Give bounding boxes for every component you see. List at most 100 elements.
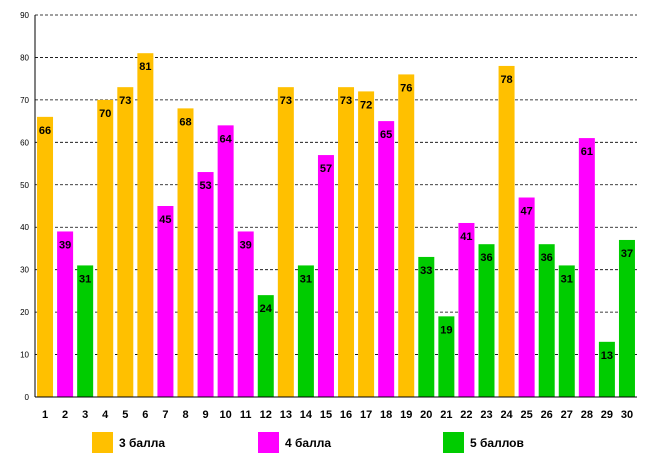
y-tick-label: 40 bbox=[20, 223, 29, 232]
data-label: 36 bbox=[480, 252, 492, 264]
bar bbox=[37, 116, 54, 397]
x-tick-label: 14 bbox=[300, 409, 313, 421]
bar bbox=[558, 265, 575, 397]
data-label: 64 bbox=[220, 133, 233, 145]
x-tick-label: 8 bbox=[182, 409, 188, 421]
legend-swatch bbox=[258, 432, 279, 453]
data-label: 76 bbox=[400, 82, 412, 94]
y-tick-label: 70 bbox=[20, 96, 29, 105]
bar bbox=[578, 138, 595, 398]
data-label: 41 bbox=[460, 231, 472, 243]
bar bbox=[157, 206, 174, 397]
x-tick-label: 19 bbox=[400, 409, 412, 421]
bar bbox=[117, 87, 134, 398]
x-tick-label: 25 bbox=[521, 409, 533, 421]
data-label: 33 bbox=[420, 265, 432, 277]
data-label: 61 bbox=[581, 146, 593, 158]
y-axis-ticks: 0 10 20 30 40 50 60 70 80 90 bbox=[20, 11, 29, 402]
x-axis-ticks: 1 2 3 4 5 6 7 8 9 10 11 12 13 14 15 16 17 18 19 20 21 22 23 24 2… bbox=[42, 409, 633, 421]
y-tick-label: 50 bbox=[20, 181, 29, 190]
x-tick-label: 13 bbox=[280, 409, 292, 421]
y-tick-label: 0 bbox=[25, 393, 30, 402]
bar bbox=[77, 265, 94, 397]
x-tick-label: 1 bbox=[42, 409, 48, 421]
x-tick-label: 10 bbox=[220, 409, 232, 421]
data-label: 45 bbox=[159, 214, 171, 226]
legend-label: 4 балла bbox=[285, 436, 331, 450]
x-tick-label: 27 bbox=[561, 409, 573, 421]
bar bbox=[358, 91, 375, 398]
bar bbox=[197, 172, 214, 397]
bar bbox=[137, 53, 154, 397]
x-tick-label: 12 bbox=[260, 409, 272, 421]
x-tick-label: 6 bbox=[142, 409, 148, 421]
data-label: 39 bbox=[240, 239, 252, 251]
bar bbox=[257, 295, 274, 397]
data-label: 65 bbox=[380, 129, 392, 141]
bar bbox=[97, 99, 114, 397]
bar bbox=[498, 65, 515, 397]
x-tick-label: 17 bbox=[360, 409, 372, 421]
data-label: 31 bbox=[79, 273, 91, 285]
bar bbox=[418, 256, 435, 397]
x-tick-label: 2 bbox=[62, 409, 68, 421]
bar bbox=[538, 244, 555, 397]
x-tick-label: 23 bbox=[480, 409, 492, 421]
gridlines bbox=[35, 14, 637, 355]
x-tick-label: 18 bbox=[380, 409, 392, 421]
y-tick-label: 30 bbox=[20, 266, 29, 275]
x-tick-label: 5 bbox=[122, 409, 128, 421]
bar bbox=[618, 239, 635, 397]
x-tick-label: 20 bbox=[420, 409, 432, 421]
bar bbox=[438, 316, 455, 397]
x-tick-label: 26 bbox=[541, 409, 553, 421]
data-label: 39 bbox=[59, 239, 71, 251]
legend-label: 5 баллов bbox=[470, 436, 524, 450]
data-label: 73 bbox=[280, 95, 292, 107]
data-label: 19 bbox=[440, 324, 452, 336]
bar bbox=[518, 197, 535, 397]
bar bbox=[398, 74, 415, 397]
y-tick-label: 80 bbox=[20, 53, 29, 62]
x-tick-label: 7 bbox=[162, 409, 168, 421]
bar bbox=[478, 244, 495, 397]
bar bbox=[598, 341, 615, 397]
data-label: 68 bbox=[179, 116, 191, 128]
x-tick-label: 24 bbox=[500, 409, 513, 421]
bar bbox=[177, 108, 194, 397]
x-tick-label: 21 bbox=[440, 409, 452, 421]
bar bbox=[317, 155, 334, 397]
y-tick-label: 90 bbox=[20, 11, 29, 20]
y-tick-label: 20 bbox=[20, 308, 29, 317]
data-label: 53 bbox=[199, 180, 211, 192]
bar bbox=[277, 87, 294, 398]
y-tick-label: 10 bbox=[20, 351, 29, 360]
legend-swatch bbox=[443, 432, 464, 453]
bar bbox=[297, 265, 314, 397]
data-label: 47 bbox=[521, 206, 533, 218]
legend: 3 балла 4 балла 5 баллов bbox=[92, 432, 524, 453]
bar bbox=[237, 231, 254, 397]
y-tick-label: 60 bbox=[20, 138, 29, 147]
data-label: 24 bbox=[260, 303, 273, 315]
x-tick-label: 3 bbox=[82, 409, 88, 421]
x-tick-label: 15 bbox=[320, 409, 332, 421]
x-tick-label: 9 bbox=[203, 409, 209, 421]
data-label: 13 bbox=[601, 350, 613, 362]
x-tick-label: 30 bbox=[621, 409, 633, 421]
x-tick-label: 4 bbox=[102, 409, 109, 421]
data-labels: 66 39 31 70 73 81 45 68 53 64 39 24 73 31 57 73 72 65 76 33… bbox=[39, 61, 633, 362]
data-label: 66 bbox=[39, 125, 51, 137]
bar bbox=[458, 222, 475, 397]
data-label: 73 bbox=[340, 95, 352, 107]
data-label: 70 bbox=[99, 108, 111, 120]
bars bbox=[37, 53, 635, 398]
legend-label: 3 балла bbox=[119, 436, 165, 450]
data-label: 31 bbox=[561, 273, 573, 285]
data-label: 31 bbox=[300, 273, 312, 285]
data-label: 72 bbox=[360, 99, 372, 111]
data-label: 36 bbox=[541, 252, 553, 264]
data-label: 78 bbox=[500, 74, 512, 86]
x-tick-label: 28 bbox=[581, 409, 593, 421]
